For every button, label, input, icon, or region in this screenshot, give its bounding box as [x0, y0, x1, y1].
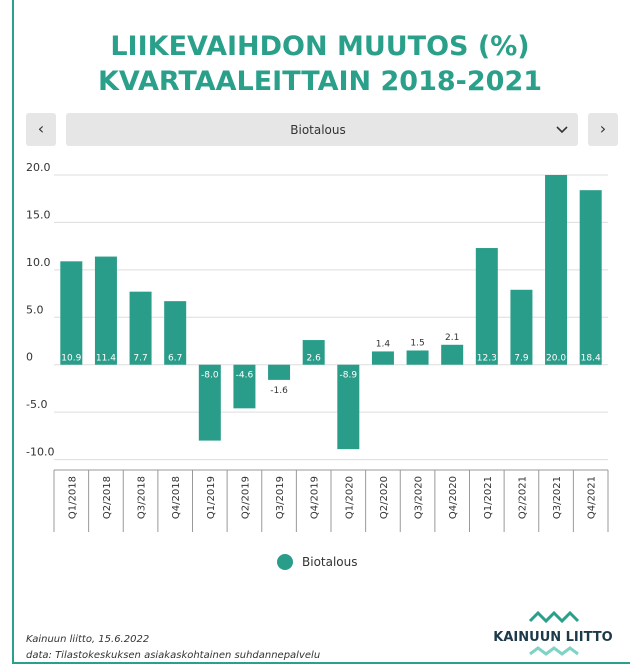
value-label: 6.7 — [168, 354, 182, 364]
x-tick-label: Q1/2018 — [67, 476, 78, 519]
bar — [302, 340, 325, 365]
next-button[interactable]: › — [588, 113, 618, 146]
y-tick-label: -10.0 — [26, 446, 54, 459]
value-label: 20.0 — [546, 354, 566, 364]
x-tick-label: Q2/2018 — [102, 476, 113, 519]
bar — [545, 175, 568, 365]
bar — [441, 344, 464, 365]
value-label: 18.4 — [581, 354, 601, 364]
y-tick-label: 20.0 — [26, 161, 51, 174]
bar — [94, 256, 117, 365]
footer-text: data: Tilastokeskuksen asiakaskohtainen … — [26, 650, 320, 661]
logo: KAINUUN LIITTO — [493, 610, 613, 656]
x-tick-label: Q2/2020 — [379, 476, 390, 519]
chart-title: KVARTAALEITTAIN 2018-2021 — [98, 66, 542, 97]
x-tick-label: Q4/2018 — [171, 476, 182, 519]
chevron — [556, 126, 568, 134]
y-tick-label: 15.0 — [26, 208, 51, 221]
value-label: 12.3 — [477, 354, 497, 364]
y-tick-label: 0 — [26, 351, 33, 364]
bar — [475, 248, 498, 365]
x-tick-label: Q3/2021 — [552, 476, 563, 519]
y-tick-label: 5.0 — [26, 303, 44, 316]
bar — [198, 364, 221, 441]
value-label: -4.6 — [236, 371, 254, 381]
x-tick-label: Q3/2019 — [275, 476, 286, 519]
value-label: 10.9 — [61, 354, 81, 364]
bar — [164, 301, 187, 365]
value-label: 1.4 — [376, 339, 391, 349]
dropdown[interactable]: Biotalous — [66, 113, 578, 146]
bar — [579, 190, 602, 365]
prev-label: ‹ — [38, 119, 44, 138]
value-label: -1.6 — [270, 386, 288, 396]
value-label: 2.1 — [445, 333, 459, 343]
prev-button[interactable]: ‹ — [26, 113, 56, 146]
bar — [337, 364, 360, 450]
x-tick-label: Q1/2021 — [483, 476, 494, 519]
bar — [406, 350, 429, 365]
bar — [129, 291, 152, 365]
legend-marker — [277, 554, 293, 570]
chart-title: LIIKEVAIHDON MUUTOS (%) — [110, 31, 529, 62]
x-tick-label: Q1/2019 — [206, 476, 217, 519]
dropdown-label: Biotalous — [290, 123, 346, 137]
bar — [268, 364, 291, 380]
logo-text: KAINUUN LIITTO — [493, 630, 612, 645]
x-tick-label: Q1/2020 — [344, 476, 355, 519]
x-tick-label: Q3/2020 — [414, 476, 425, 519]
value-label: -8.0 — [201, 371, 219, 381]
value-label: -8.9 — [340, 371, 358, 381]
frame — [12, 0, 630, 664]
bar — [233, 364, 256, 409]
value-label: 11.4 — [96, 354, 116, 364]
value-label: 2.6 — [307, 354, 322, 364]
y-tick-label: 10.0 — [26, 256, 51, 269]
y-tick-label: -5.0 — [26, 398, 47, 411]
value-label: 7.7 — [133, 354, 147, 364]
x-tick-label: Q2/2019 — [240, 476, 251, 519]
x-tick-label: Q4/2021 — [587, 476, 598, 519]
bar — [510, 289, 533, 365]
x-tick-label: Q4/2019 — [310, 476, 321, 519]
value-label: 7.9 — [514, 354, 529, 364]
value-label: 1.5 — [410, 338, 424, 348]
bar — [60, 261, 83, 365]
x-tick-label: Q4/2020 — [448, 476, 459, 519]
x-tick-label: Q3/2018 — [137, 476, 148, 519]
x-tick-label: Q2/2021 — [517, 476, 528, 519]
footer-text: Kainuun liitto, 15.6.2022 — [26, 634, 149, 645]
legend-label: Biotalous — [302, 555, 358, 569]
next-label: › — [600, 119, 606, 138]
bar — [371, 351, 394, 365]
